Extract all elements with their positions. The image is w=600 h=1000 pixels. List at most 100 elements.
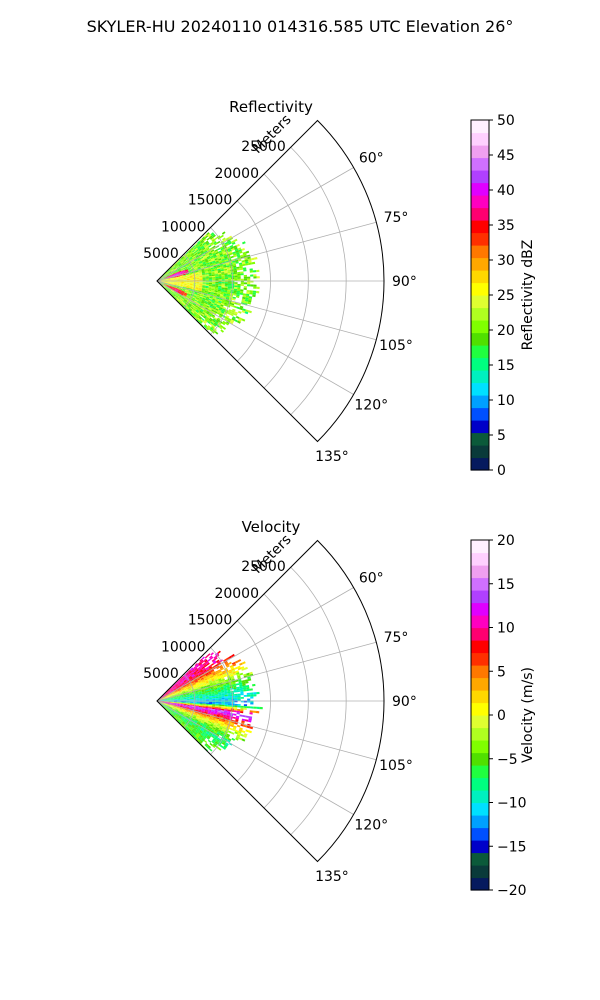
radar-bin bbox=[192, 669, 196, 673]
radar-bin bbox=[209, 748, 213, 752]
radar-bin bbox=[218, 285, 222, 288]
radar-bin bbox=[164, 279, 168, 280]
radar-bin bbox=[198, 289, 202, 292]
radar-bin bbox=[195, 734, 199, 738]
radar-bin bbox=[195, 288, 199, 290]
radar-bin bbox=[200, 251, 204, 254]
radar-bin bbox=[201, 691, 206, 694]
radar-bin bbox=[163, 705, 166, 707]
radar-bin bbox=[170, 281, 174, 283]
radar-bin bbox=[188, 709, 192, 712]
radar-bin bbox=[160, 283, 164, 286]
radar-bin bbox=[180, 266, 184, 269]
radar-bin bbox=[166, 705, 170, 707]
radar-bin bbox=[183, 266, 187, 269]
radar-bin bbox=[193, 684, 197, 687]
radar-bin bbox=[180, 261, 184, 264]
radar-bin bbox=[214, 720, 219, 724]
radar-bin bbox=[196, 263, 200, 266]
radar-bin bbox=[208, 274, 212, 277]
radar-bin bbox=[212, 251, 216, 255]
radar-bin bbox=[172, 713, 176, 716]
radar-bin bbox=[215, 274, 219, 276]
radar-bin bbox=[184, 298, 188, 301]
radar-bin bbox=[224, 286, 228, 289]
radar-bin bbox=[208, 287, 212, 289]
radar-bin bbox=[213, 311, 217, 315]
radar-bin bbox=[218, 719, 223, 722]
radar-bin bbox=[217, 713, 221, 716]
radar-bin bbox=[236, 253, 241, 257]
radial-tick-label: 20000 bbox=[214, 586, 259, 602]
radar-bin bbox=[167, 710, 170, 713]
radar-bin bbox=[172, 287, 176, 289]
radar-bin bbox=[232, 262, 236, 265]
radar-bin bbox=[224, 709, 228, 711]
radar-bin bbox=[175, 715, 179, 718]
radar-bin bbox=[182, 708, 186, 710]
radar-bin bbox=[186, 701, 190, 703]
radar-bin bbox=[233, 690, 238, 693]
radar-bin bbox=[189, 276, 193, 278]
radar-bin bbox=[200, 714, 204, 716]
radar-bin bbox=[195, 663, 199, 667]
radar-bin bbox=[215, 251, 219, 255]
panel-title: Reflectivity bbox=[229, 98, 313, 116]
radar-bin bbox=[207, 687, 211, 689]
radar-bin bbox=[168, 691, 172, 694]
radar-bin bbox=[209, 247, 213, 250]
radar-bin bbox=[213, 322, 218, 326]
radar-bin bbox=[176, 266, 180, 269]
radar-bin bbox=[206, 242, 210, 246]
radar-bin bbox=[189, 707, 193, 710]
radar-bin bbox=[217, 669, 222, 672]
radar-bin bbox=[183, 275, 187, 277]
radar-bin bbox=[167, 269, 170, 272]
radar-bin bbox=[222, 263, 227, 266]
radar-bin bbox=[169, 687, 173, 691]
radar-bin bbox=[223, 687, 227, 690]
radar-bin bbox=[176, 713, 180, 716]
radar-bin bbox=[163, 694, 166, 697]
radar-bin bbox=[187, 687, 191, 690]
radar-bin bbox=[169, 286, 173, 289]
radar-bin bbox=[205, 701, 209, 703]
radar-bin bbox=[241, 318, 246, 322]
radar-bin bbox=[193, 722, 197, 726]
radar-bin bbox=[167, 281, 171, 283]
radar-bin bbox=[183, 259, 187, 263]
radar-bin bbox=[216, 318, 220, 322]
radar-bin bbox=[187, 268, 191, 270]
radar-bin bbox=[174, 700, 178, 701]
radar-bin bbox=[230, 674, 234, 677]
radar-bin bbox=[249, 692, 254, 695]
radar-bin bbox=[234, 311, 238, 315]
radar-bin bbox=[192, 734, 196, 738]
radar-bin bbox=[188, 303, 192, 307]
radar-bin bbox=[189, 694, 193, 696]
radar-bin bbox=[240, 282, 244, 285]
radar-bin bbox=[183, 277, 187, 279]
radar-bin bbox=[180, 701, 184, 703]
colorbar-tick-label: 5 bbox=[497, 664, 506, 680]
radar-bin bbox=[187, 713, 191, 715]
radar-bin bbox=[194, 686, 198, 689]
radar-bin bbox=[247, 282, 251, 285]
radar-bin bbox=[189, 287, 193, 289]
radar-bin bbox=[167, 701, 171, 703]
radar-bin bbox=[186, 264, 190, 267]
radar-bin bbox=[201, 288, 206, 290]
radar-bin bbox=[223, 658, 227, 662]
radar-bin bbox=[218, 728, 223, 731]
radar-bin bbox=[188, 303, 192, 306]
radar-bin bbox=[200, 257, 204, 260]
radar-bin bbox=[170, 285, 174, 287]
radar-bin bbox=[234, 703, 238, 706]
radar-bin bbox=[201, 679, 205, 682]
radar-bin bbox=[170, 291, 174, 294]
radar-bin bbox=[186, 673, 190, 676]
radar-bin bbox=[166, 275, 170, 277]
radar-bin bbox=[210, 688, 215, 691]
radial-tick-label: 15000 bbox=[188, 613, 233, 629]
radar-bin bbox=[253, 706, 257, 709]
